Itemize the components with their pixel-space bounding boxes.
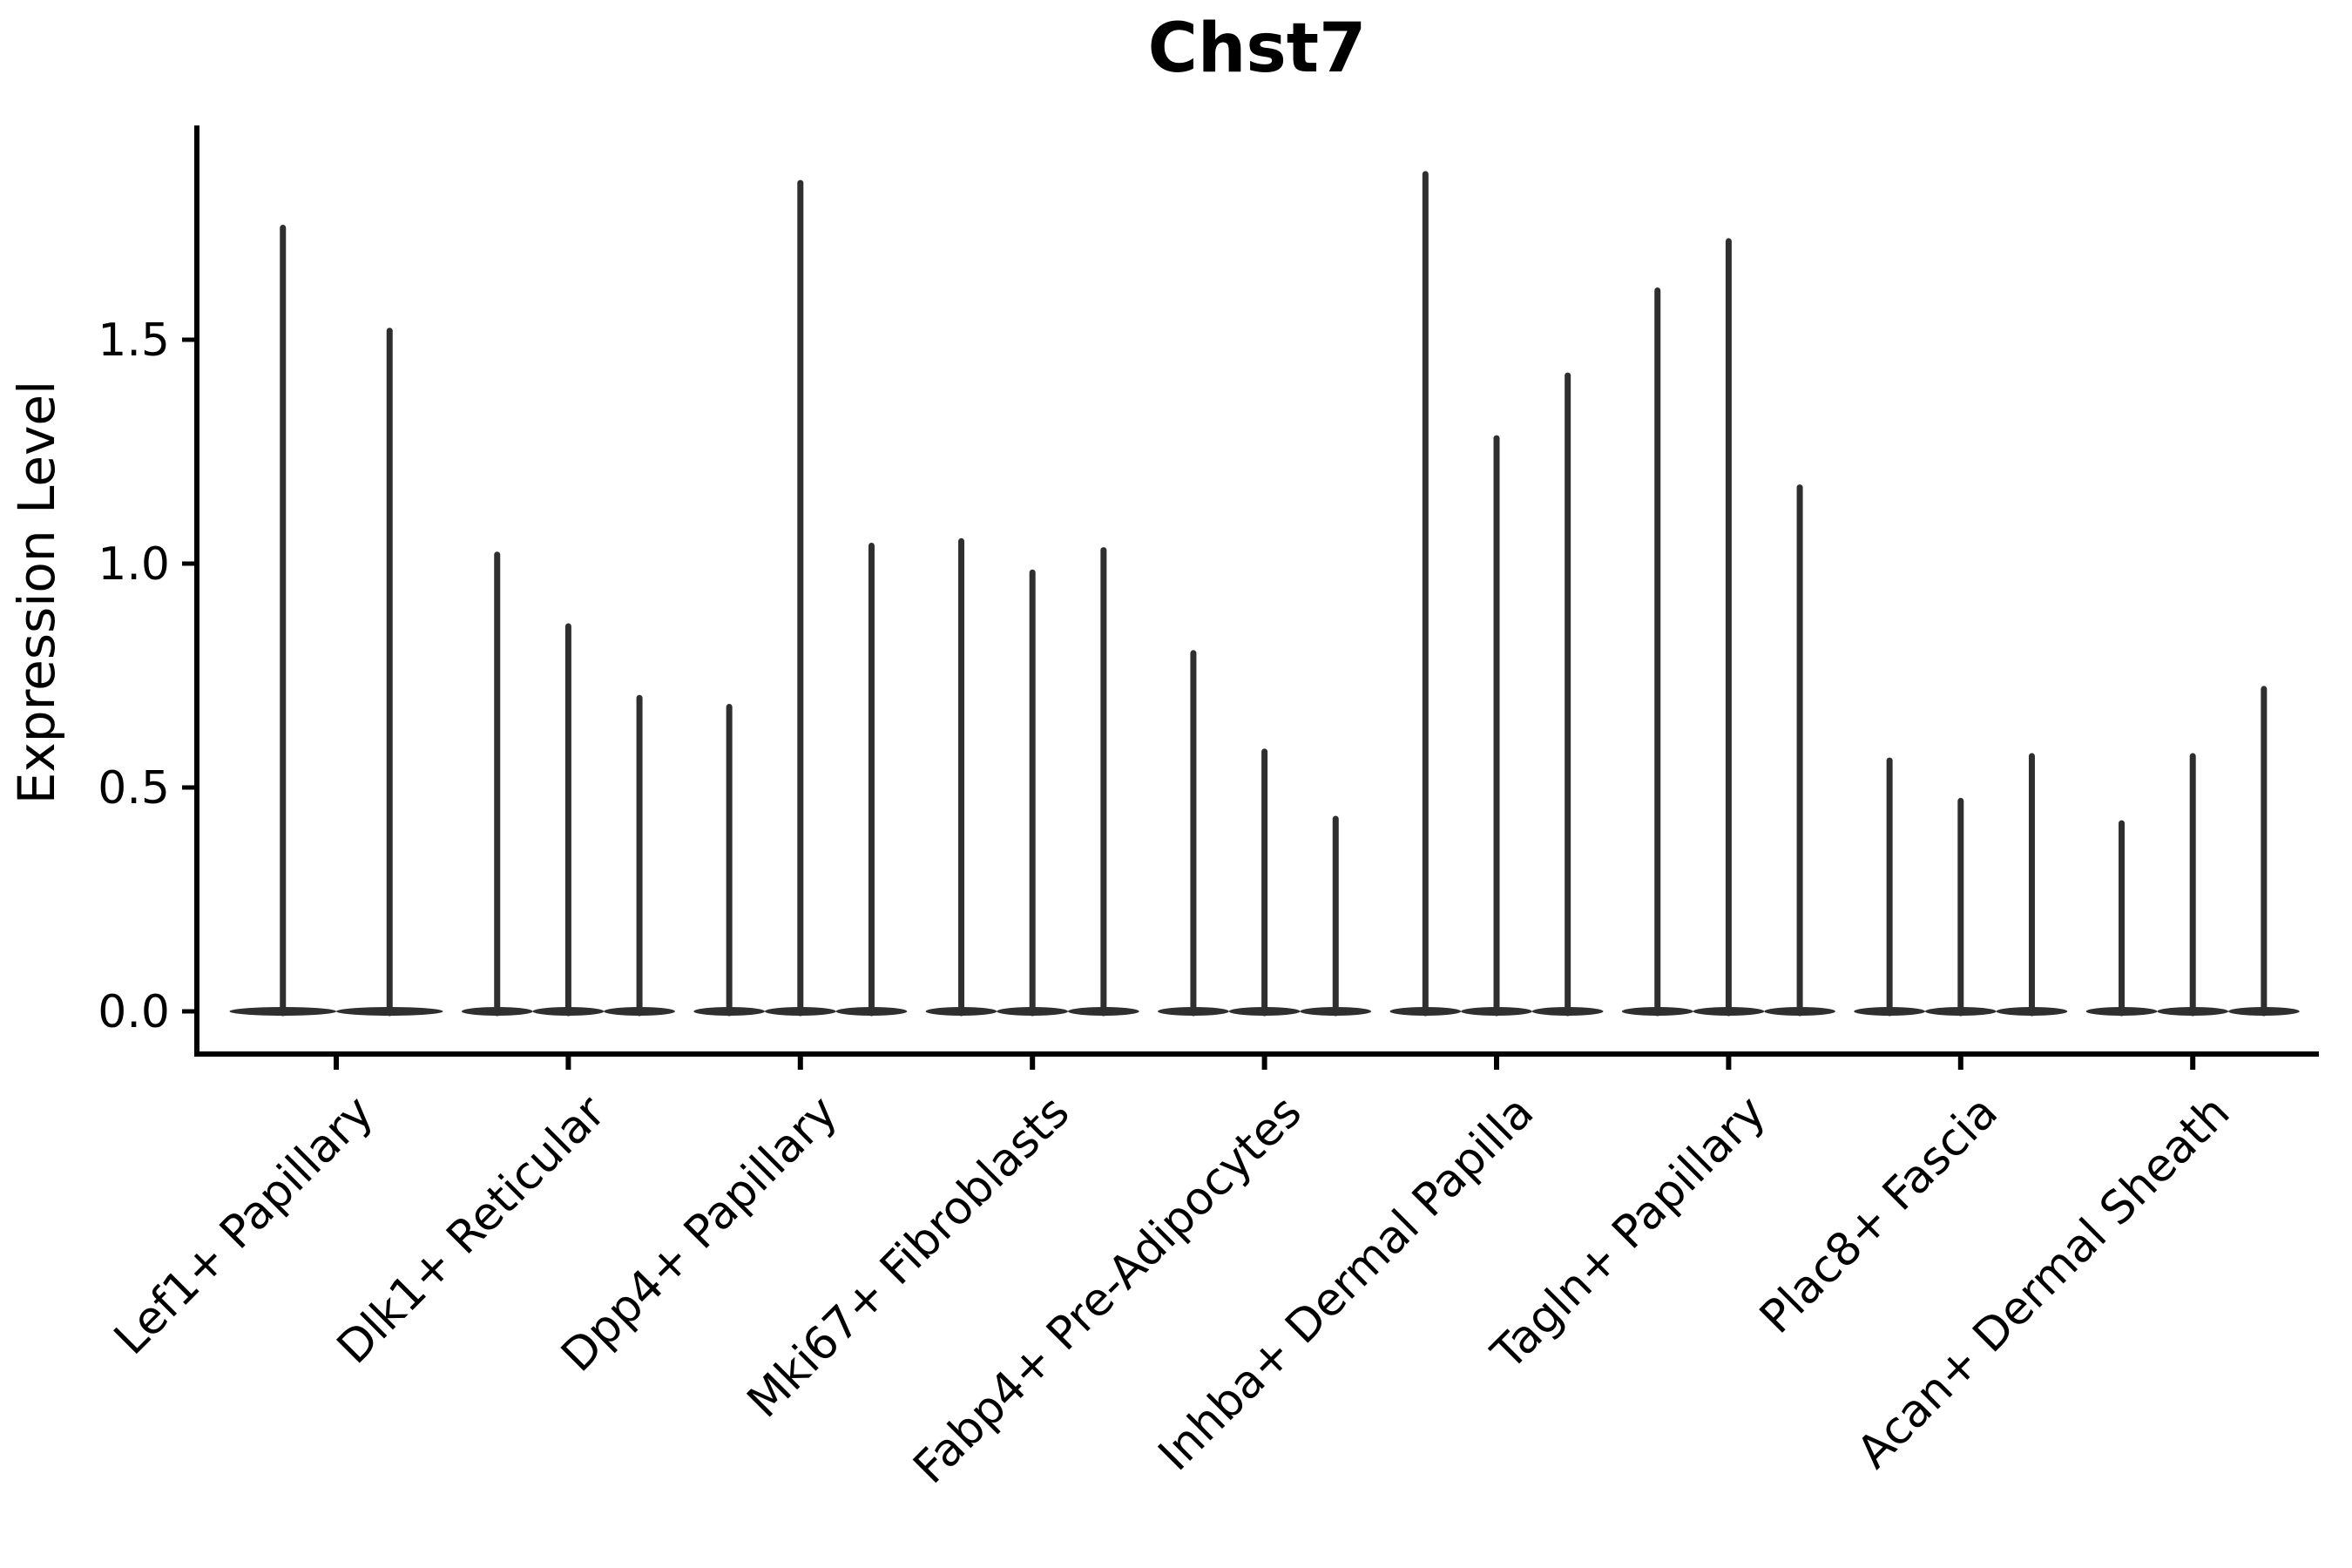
violin (693, 703, 765, 1017)
violin (764, 179, 836, 1017)
violin (1764, 484, 1835, 1017)
violin (229, 225, 336, 1017)
violin (1300, 815, 1372, 1017)
violin (2085, 820, 2158, 1017)
x-tick-label: Inhba+ Dermal Papilla (1149, 1086, 1544, 1481)
violins (229, 171, 2300, 1017)
violin (1621, 287, 1693, 1017)
violin (835, 542, 908, 1017)
violin (1158, 650, 1229, 1017)
violin (336, 328, 443, 1017)
violin (532, 623, 605, 1017)
violin (604, 694, 675, 1017)
violin (1854, 757, 1925, 1017)
violin (1068, 547, 1139, 1017)
y-tick-labels: 0.0 0.5 1.0 1.5 (98, 314, 170, 1038)
y-tick-label: 1.0 (98, 538, 170, 591)
violin (1531, 372, 1604, 1017)
y-tick-label: 0.5 (98, 762, 170, 814)
violin (1693, 238, 1765, 1017)
violin (2228, 686, 2300, 1017)
violin (925, 537, 997, 1017)
x-tick-label: Fabp4+ Pre-Adipocytes (903, 1086, 1311, 1494)
violin (461, 551, 533, 1017)
x-tick-label: Acan+ Dermal Sheath (1848, 1086, 2240, 1479)
y-axis-title: Expression Level (7, 381, 66, 804)
violin (997, 569, 1069, 1017)
violin (1996, 753, 2068, 1017)
violin (1924, 797, 1997, 1017)
y-tick-label: 0.0 (98, 986, 170, 1038)
x-tick-label: Plac8+ Fascia (1750, 1086, 2008, 1344)
plot-title: Chst7 (1148, 10, 1367, 88)
violin (2157, 753, 2229, 1017)
violin (1461, 435, 1532, 1017)
violin (1228, 748, 1301, 1017)
axes (182, 125, 2319, 1070)
violin (1389, 171, 1462, 1017)
y-tick-label: 1.5 (98, 314, 170, 367)
